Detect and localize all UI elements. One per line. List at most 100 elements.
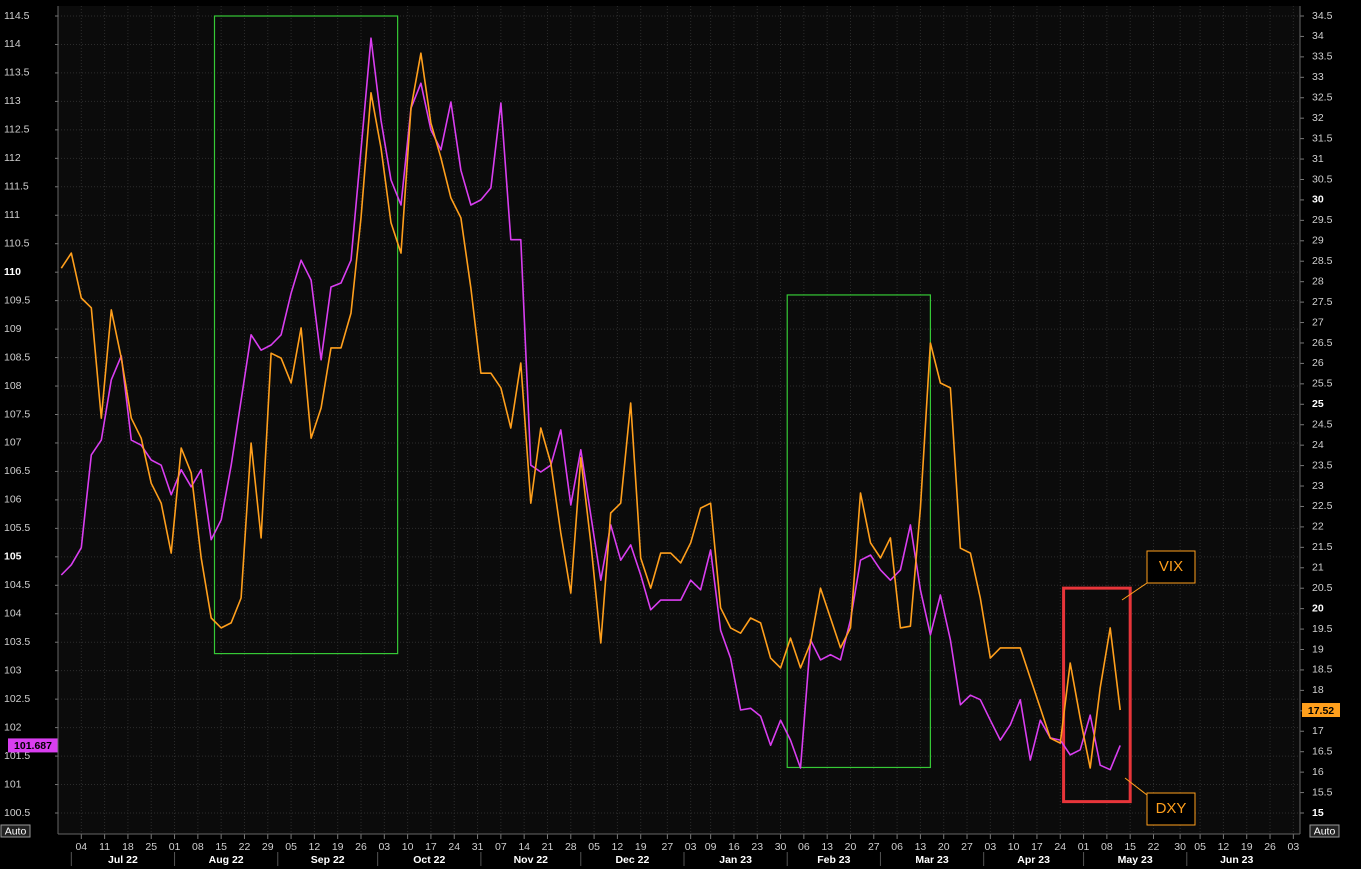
y-tick-label: 104.5 [4, 579, 30, 591]
y2-tick-label: 21 [1312, 562, 1324, 574]
y2-tick-label: 19.5 [1312, 623, 1333, 635]
x-tick-label: 24 [448, 841, 460, 853]
x-tick-label: 27 [662, 841, 674, 853]
axis-mode-box [1309, 824, 1340, 838]
x-tick-label: 06 [891, 841, 903, 853]
x-tick-label: 18 [122, 841, 134, 853]
x-tick-label: 26 [1264, 841, 1276, 853]
y2-tick-label: 29.5 [1312, 214, 1333, 226]
y-tick-label: 102 [4, 721, 22, 733]
y2-tick-label: 26.5 [1312, 337, 1333, 349]
x-tick-label: 13 [821, 841, 833, 853]
y-tick-label: 113 [4, 95, 21, 107]
y2-tick-label: 20.5 [1312, 582, 1333, 594]
x-tick-label: 22 [239, 841, 251, 853]
x-tick-label: 05 [285, 841, 297, 853]
axes: 100.5 101 101.5 102 102.5 103 103.5 104 104.5 105… [0, 10, 1340, 866]
y2-tick-label: 26 [1312, 357, 1324, 369]
y-tick-label: 101 [4, 778, 22, 790]
y2-tick-label: 27.5 [1312, 296, 1333, 308]
y-tick-label: 113.5 [4, 67, 30, 79]
annotation-connector [1124, 777, 1148, 796]
x-tick-label: 01 [1078, 841, 1090, 853]
highlight-box [213, 15, 399, 655]
y2-tick-label: 25 [1312, 398, 1324, 410]
y-tick-label: 106.5 [4, 465, 30, 477]
y-tick-label: 100.5 [4, 807, 30, 819]
y2-tick-label: 15 [1312, 807, 1324, 819]
month-label: Aug 22 [209, 854, 244, 866]
month-label: Sep 22 [311, 854, 345, 866]
x-tick-label: 08 [1101, 841, 1113, 853]
y-tick-label: 112.5 [4, 124, 30, 136]
y2-tick-label: 28 [1312, 275, 1324, 287]
y-tick-label: 103.5 [4, 636, 30, 648]
y2-tick-label: 20 [1312, 602, 1324, 614]
highlight-box [786, 294, 931, 769]
x-tick-label: 13 [915, 841, 927, 853]
x-tick-label: 10 [402, 841, 414, 853]
y-tick-label: 105 [4, 551, 22, 563]
y2-tick-label: 17 [1312, 725, 1324, 737]
y2-tick-label: 25.5 [1312, 378, 1333, 390]
y2-tick-label: 24 [1312, 439, 1324, 451]
y2-tick-label: 34 [1312, 30, 1324, 42]
x-tick-label: 12 [612, 841, 624, 853]
y-tick-label: 108 [4, 380, 22, 392]
y-tick-label: 111 [4, 209, 20, 221]
month-label: May 23 [1118, 854, 1153, 866]
x-tick-label: 03 [378, 841, 390, 853]
x-tick-label: 07 [495, 841, 507, 853]
month-label: Jan 23 [719, 854, 752, 866]
highlight-box [1062, 586, 1132, 804]
marks: VIX DXY [60, 15, 1196, 826]
y2-tick-label: 30.5 [1312, 173, 1333, 185]
x-tick-label: 28 [565, 841, 577, 853]
y2-tick-label: 21.5 [1312, 541, 1333, 553]
series-line [60, 37, 1121, 771]
x-tick-label: 03 [685, 841, 697, 853]
x-tick-label: 10 [1008, 841, 1020, 853]
y-tick-label: 103 [4, 664, 22, 676]
y2-tick-label: 22.5 [1312, 500, 1333, 512]
x-tick-label: 15 [215, 841, 227, 853]
y-tick-label: 108.5 [4, 351, 30, 363]
y2-tick-label: 33 [1312, 71, 1324, 83]
y-tick-label: 114.5 [4, 10, 30, 22]
annotation-label: VIX [1159, 558, 1183, 575]
month-label: Jul 22 [108, 854, 138, 866]
y-tick-label: 102.5 [4, 693, 30, 705]
y2-tick-label: 19 [1312, 643, 1324, 655]
y2-tick-label: 31 [1312, 153, 1324, 165]
axis-mode-label: Auto [1314, 825, 1336, 837]
y-tick-label: 110 [4, 266, 21, 278]
y2-tick-label: 28.5 [1312, 255, 1333, 267]
y2-tick-label: 24.5 [1312, 418, 1333, 430]
y-tick-label: 109.5 [4, 294, 30, 306]
month-label: Mar 23 [915, 854, 948, 866]
y2-tick-label: 31.5 [1312, 132, 1333, 144]
x-tick-label: 16 [728, 841, 740, 853]
y2-tick-label: 32 [1312, 112, 1324, 124]
x-tick-label: 27 [961, 841, 973, 853]
x-tick-label: 03 [1287, 841, 1299, 853]
x-tick-label: 27 [868, 841, 880, 853]
month-label: Feb 23 [817, 854, 850, 866]
axis-mode-label: Auto [5, 825, 27, 837]
x-tick-label: 05 [1194, 841, 1206, 853]
y2-tick-label: 30 [1312, 194, 1324, 206]
x-tick-label: 20 [845, 841, 857, 853]
y-tick-label: 110.5 [4, 237, 30, 249]
y-tick-label: 104 [4, 608, 22, 620]
y2-tick-label: 23 [1312, 480, 1324, 492]
y-tick-label: 106 [4, 494, 22, 506]
y2-tick-label: 18.5 [1312, 664, 1333, 676]
x-tick-label: 19 [1241, 841, 1253, 853]
x-tick-label: 22 [1148, 841, 1160, 853]
y2-tick-label: 33.5 [1312, 51, 1333, 63]
y-tick-label: 109 [4, 323, 22, 335]
grid [58, 6, 1300, 834]
y2-tick-label: 29 [1312, 235, 1324, 247]
y2-tick-label: 16 [1312, 766, 1324, 778]
month-label: Apr 23 [1017, 854, 1050, 866]
